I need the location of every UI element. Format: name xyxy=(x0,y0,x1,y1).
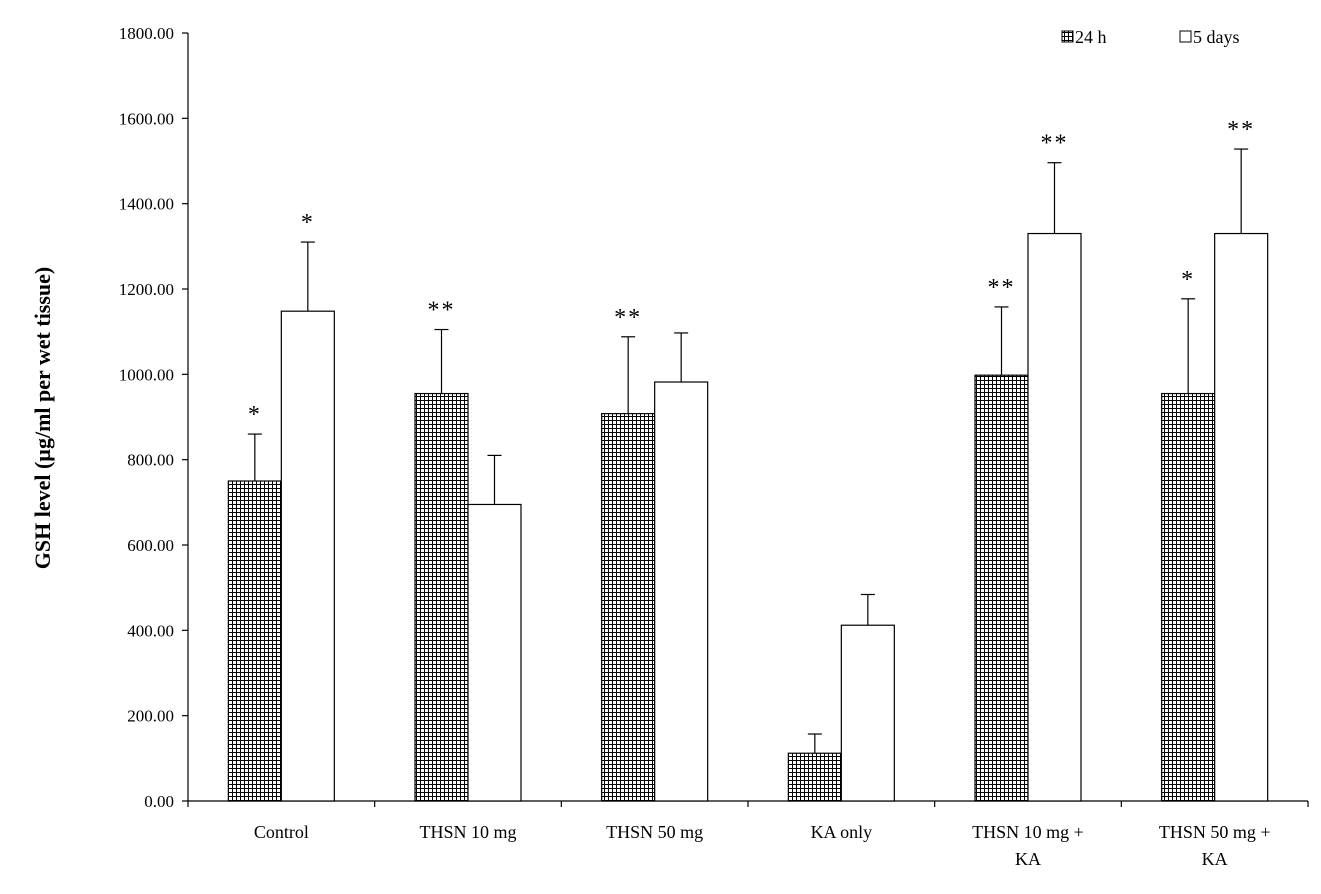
significance-marker: ** xyxy=(428,298,456,324)
significance-marker: ** xyxy=(1041,131,1069,157)
category-label-line: Control xyxy=(254,822,309,842)
category-label-line: KA only xyxy=(811,822,873,842)
category-label: THSN 10 mg xyxy=(419,822,516,842)
y-tick-label: 600.00 xyxy=(127,536,174,555)
y-axis-title: GSH level (µg/ml per wet tissue) xyxy=(30,267,55,570)
category-label-line: THSN 10 mg xyxy=(419,822,516,842)
bar xyxy=(974,374,1029,802)
category-label: THSN 10 mg + KA xyxy=(972,822,1084,869)
y-tick-label: 200.00 xyxy=(127,707,174,726)
category-label-line: THSN 50 mg + xyxy=(1159,822,1271,842)
bar xyxy=(414,392,469,802)
axes: 0.00 200.00 400.00 600.00 800.00 1000.00 1200.… xyxy=(119,24,1309,869)
bar xyxy=(654,381,709,802)
bars: *** **** ****** xyxy=(227,117,1269,802)
category-label: THSN 50 mg + KA xyxy=(1159,822,1271,869)
significance-marker: * xyxy=(1181,267,1195,293)
significance-marker: ** xyxy=(1227,117,1255,143)
legend-swatch xyxy=(1179,30,1192,43)
bar xyxy=(840,624,895,802)
y-tick-label: 800.00 xyxy=(127,451,174,470)
bar xyxy=(1027,232,1082,802)
significance-marker: * xyxy=(301,210,315,236)
bar xyxy=(1214,232,1269,802)
category-label-line: THSN 50 mg xyxy=(606,822,703,842)
bar xyxy=(280,310,335,802)
category-label-line: KA xyxy=(1015,849,1041,869)
significance-marker: ** xyxy=(614,305,642,331)
y-tick-label: 1600.00 xyxy=(119,109,174,128)
category-label-line: KA xyxy=(1202,849,1228,869)
legend-label: 24 h xyxy=(1075,27,1107,47)
y-tick-label: 400.00 xyxy=(127,621,174,640)
bar xyxy=(467,503,522,802)
legend-label: 5 days xyxy=(1193,27,1240,47)
category-label-line: THSN 10 mg + xyxy=(972,822,1084,842)
significance-marker: ** xyxy=(988,275,1016,301)
significance-marker: * xyxy=(248,402,262,428)
y-tick-label: 1200.00 xyxy=(119,280,174,299)
y-tick-label: 0.00 xyxy=(144,792,174,811)
category-label: Control xyxy=(254,822,309,842)
legend-swatch xyxy=(1061,30,1074,43)
y-tick-label: 1400.00 xyxy=(119,195,174,214)
bar xyxy=(787,752,842,802)
bar xyxy=(227,480,282,802)
legend: 24 h 5 days xyxy=(1061,27,1240,47)
category-label: KA only xyxy=(811,822,873,842)
bar xyxy=(1161,392,1216,802)
bar xyxy=(601,412,656,802)
y-tick-label: 1800.00 xyxy=(119,24,174,43)
category-label: THSN 50 mg xyxy=(606,822,703,842)
y-tick-label: 1000.00 xyxy=(119,365,174,384)
